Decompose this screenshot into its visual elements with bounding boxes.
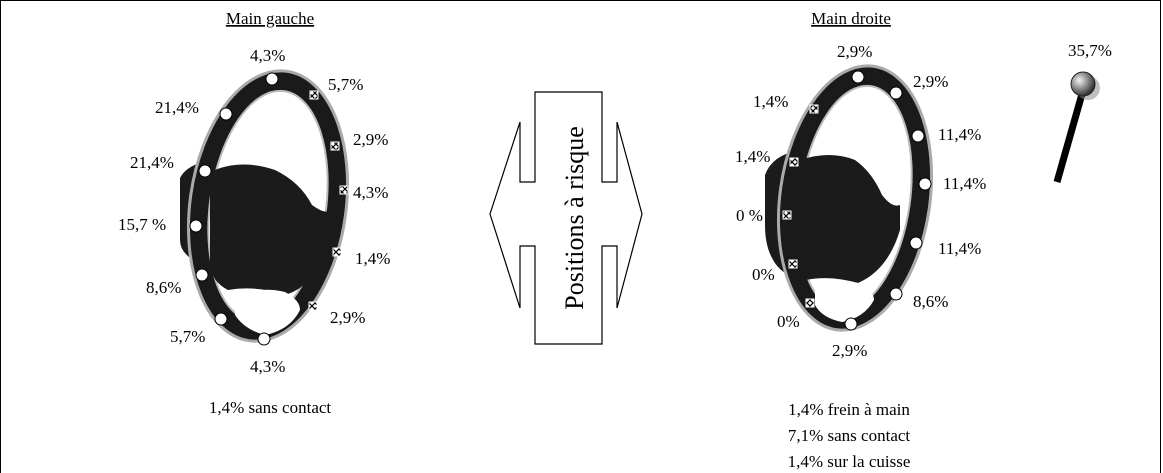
left-label: 2,9% [353,130,388,149]
right-position-dots [782,70,932,331]
steering-wheel-icon [180,69,350,343]
right-label: 1,4% [735,147,770,166]
left-position-dots [189,72,349,346]
right-label: 0% [777,312,800,331]
left-label: 4,3% [250,357,285,376]
right-label: 2,9% [832,341,867,360]
right-title: Main droite [811,9,891,28]
right-label: 1,4% [753,92,788,111]
right-label: 8,6% [913,292,948,311]
right-label: 2,9% [913,72,948,91]
right-label: 11,4% [938,125,981,144]
left-label: 5,7% [170,327,205,346]
left-label: 4,3% [353,183,388,202]
right-wheel-group: Main droite 2,9% 2,9% 1,4% 11,4% 1,4% [735,9,986,471]
steering-wheel-icon [765,64,934,332]
right-label: 11,4% [943,174,986,193]
right-label: 11,4% [938,239,981,258]
left-label: 1,4% [355,249,390,268]
double-arrow-icon: Positions à risque [489,91,643,345]
right-note: 1,4% frein à main [788,400,910,419]
left-label: 8,6% [146,278,181,297]
left-label: 21,4% [130,153,174,172]
right-label: 0 % [736,206,763,225]
gearshift-icon: 35,7% [1053,41,1112,183]
center-arrow-label: Positions à risque [560,126,589,309]
left-label: 4,3% [250,46,285,65]
right-note: 7,1% sans contact [788,426,911,445]
right-label: 0% [752,265,775,284]
right-note: 1,4% sur la cuisse [788,452,911,471]
left-label: 21,4% [155,98,199,117]
left-label: 15,7 % [118,215,166,234]
left-label: 2,9% [330,308,365,327]
right-label: 2,9% [837,42,872,61]
left-label: 5,7% [328,75,363,94]
left-wheel-group: Main gauche 4,3% 5,7% [118,9,390,417]
gearshift-label: 35,7% [1068,41,1112,60]
left-title: Main gauche [226,9,314,28]
left-note: 1,4% sans contact [209,398,332,417]
